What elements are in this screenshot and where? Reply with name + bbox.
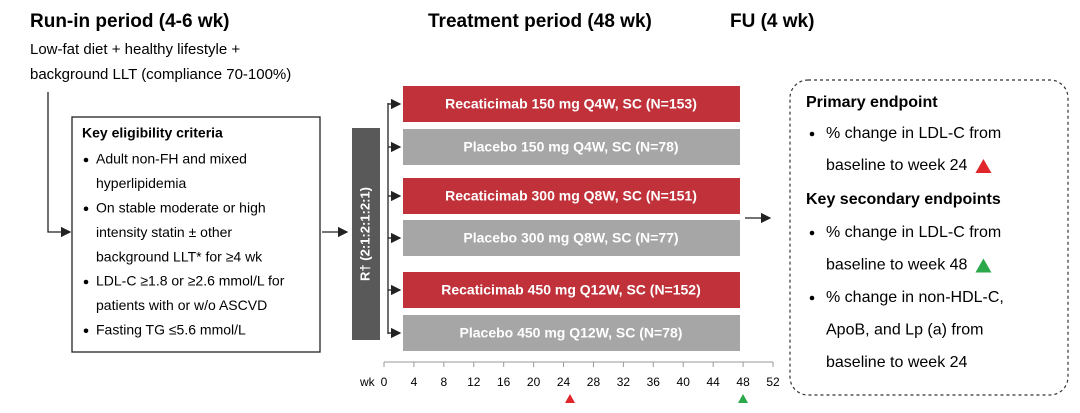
axis-tick-label: 24 [557,375,571,389]
bullet [83,328,89,334]
criterion-line: background LLT* for ≥4 wk [96,248,263,264]
axis-tick-label: 0 [381,375,388,389]
eligibility-box [71,116,321,353]
arm-label: Recaticimab 150 mg Q4W, SC (N=153) [445,96,697,112]
criterion-line: On stable moderate or high [96,200,266,216]
runin-line: background LLT (compliance 70-100%) [30,66,291,83]
axis-tick-label: 36 [647,375,661,389]
arm-bar [403,129,740,165]
bullet [83,157,89,163]
arm-bar [403,178,740,214]
eligibility-title: Key eligibility criteria [82,125,223,141]
axis-tick-label: 32 [617,375,631,389]
axis-tick-label: 4 [411,375,418,389]
endpoint-marker [975,159,992,173]
fu-title: FU (4 wk) [730,11,814,32]
axis-unit: wk [359,375,376,389]
criterion-line: Fasting TG ≤5.6 mmol/L [96,322,246,338]
endpoint-marker [975,258,992,273]
runin-line: Low-fat diet + healthy lifestyle + [30,41,240,58]
primary-title: Primary endpoint [806,94,938,111]
criterion-line: patients with or w/o ASCVD [96,297,267,313]
arm-label: Recaticimab 450 mg Q12W, SC (N=152) [441,282,701,298]
axis-tick-label: 28 [587,375,601,389]
secondary-title: Key secondary endpoints [806,191,1001,208]
endpoint-line: baseline to week 24 [826,157,968,174]
axis-tick-label: 52 [766,375,780,389]
endpoint-line: baseline to week 48 [826,257,968,274]
axis-tick-label: 12 [467,375,481,389]
runin-title: Run-in period (4-6 wk) [30,11,230,32]
endpoints-box [789,79,1069,396]
endpoint-line: % change in non-HDL-C, [826,289,1004,306]
randomization-box [352,128,380,340]
bullet [83,279,89,285]
criterion-line: LDL-C ≥1.8 or ≥2.6 mmol/L for [96,273,285,289]
arm-bar [403,272,740,308]
endpoint-line: baseline to week 24 [826,354,968,371]
treatment-title: Treatment period (48 wk) [428,11,652,32]
arm-label: Recaticimab 300 mg Q8W, SC (N=151) [445,188,697,204]
arm-label: Placebo 450 mg Q12W, SC (N=78) [460,325,683,341]
endpoint-line: ApoB, and Lp (a) from [826,322,983,339]
endpoint-line: % change in LDL-C from [826,125,1001,142]
criterion-line: Adult non-FH and mixed [96,151,247,167]
week24-marker [565,394,575,403]
bullet [83,206,89,212]
arm-bar [403,220,740,256]
arm-label: Placebo 150 mg Q4W, SC (N=78) [463,139,678,155]
arrow [47,92,72,238]
axis-tick-label: 48 [736,375,750,389]
criterion-line: hyperlipidemia [96,175,186,191]
bullet [809,131,815,137]
arm-label: Placebo 300 mg Q8W, SC (N=77) [463,230,678,246]
axis-tick-label: 20 [527,375,541,389]
endpoint-line: % change in LDL-C from [826,224,1001,241]
criterion-line: intensity statin ± other [96,224,232,240]
randomization-label: R† (2:1:2:1:2:1) [357,187,372,281]
bullet [809,230,815,236]
axis-tick-label: 44 [706,375,720,389]
arm-bar [403,315,740,351]
axis-tick-label: 16 [497,375,511,389]
bullet [809,295,815,301]
axis-tick-label: 40 [677,375,691,389]
axis-tick-label: 8 [441,375,448,389]
arm-bar [403,86,740,122]
week48-marker [738,394,748,403]
